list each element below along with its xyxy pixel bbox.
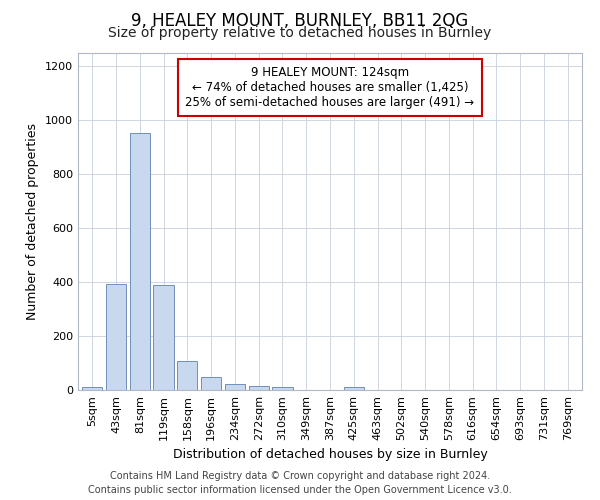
Y-axis label: Number of detached properties: Number of detached properties [26, 122, 40, 320]
Bar [154, 284, 173, 390]
X-axis label: Distribution of detached houses by size in Burnley: Distribution of detached houses by size … [173, 448, 487, 462]
Bar [130, 133, 150, 390]
Text: 9, HEALEY MOUNT, BURNLEY, BB11 2QG: 9, HEALEY MOUNT, BURNLEY, BB11 2QG [131, 12, 469, 30]
Bar [201, 376, 221, 390]
Bar [344, 388, 364, 390]
Text: Contains HM Land Registry data © Crown copyright and database right 2024.
Contai: Contains HM Land Registry data © Crown c… [88, 471, 512, 495]
Bar [225, 384, 245, 390]
Bar [248, 386, 269, 390]
Bar [82, 388, 103, 390]
Text: Size of property relative to detached houses in Burnley: Size of property relative to detached ho… [109, 26, 491, 40]
Text: 9 HEALEY MOUNT: 124sqm
← 74% of detached houses are smaller (1,425)
25% of semi-: 9 HEALEY MOUNT: 124sqm ← 74% of detached… [185, 66, 475, 109]
Bar [177, 361, 197, 390]
Bar [106, 284, 126, 390]
Bar [272, 388, 293, 390]
